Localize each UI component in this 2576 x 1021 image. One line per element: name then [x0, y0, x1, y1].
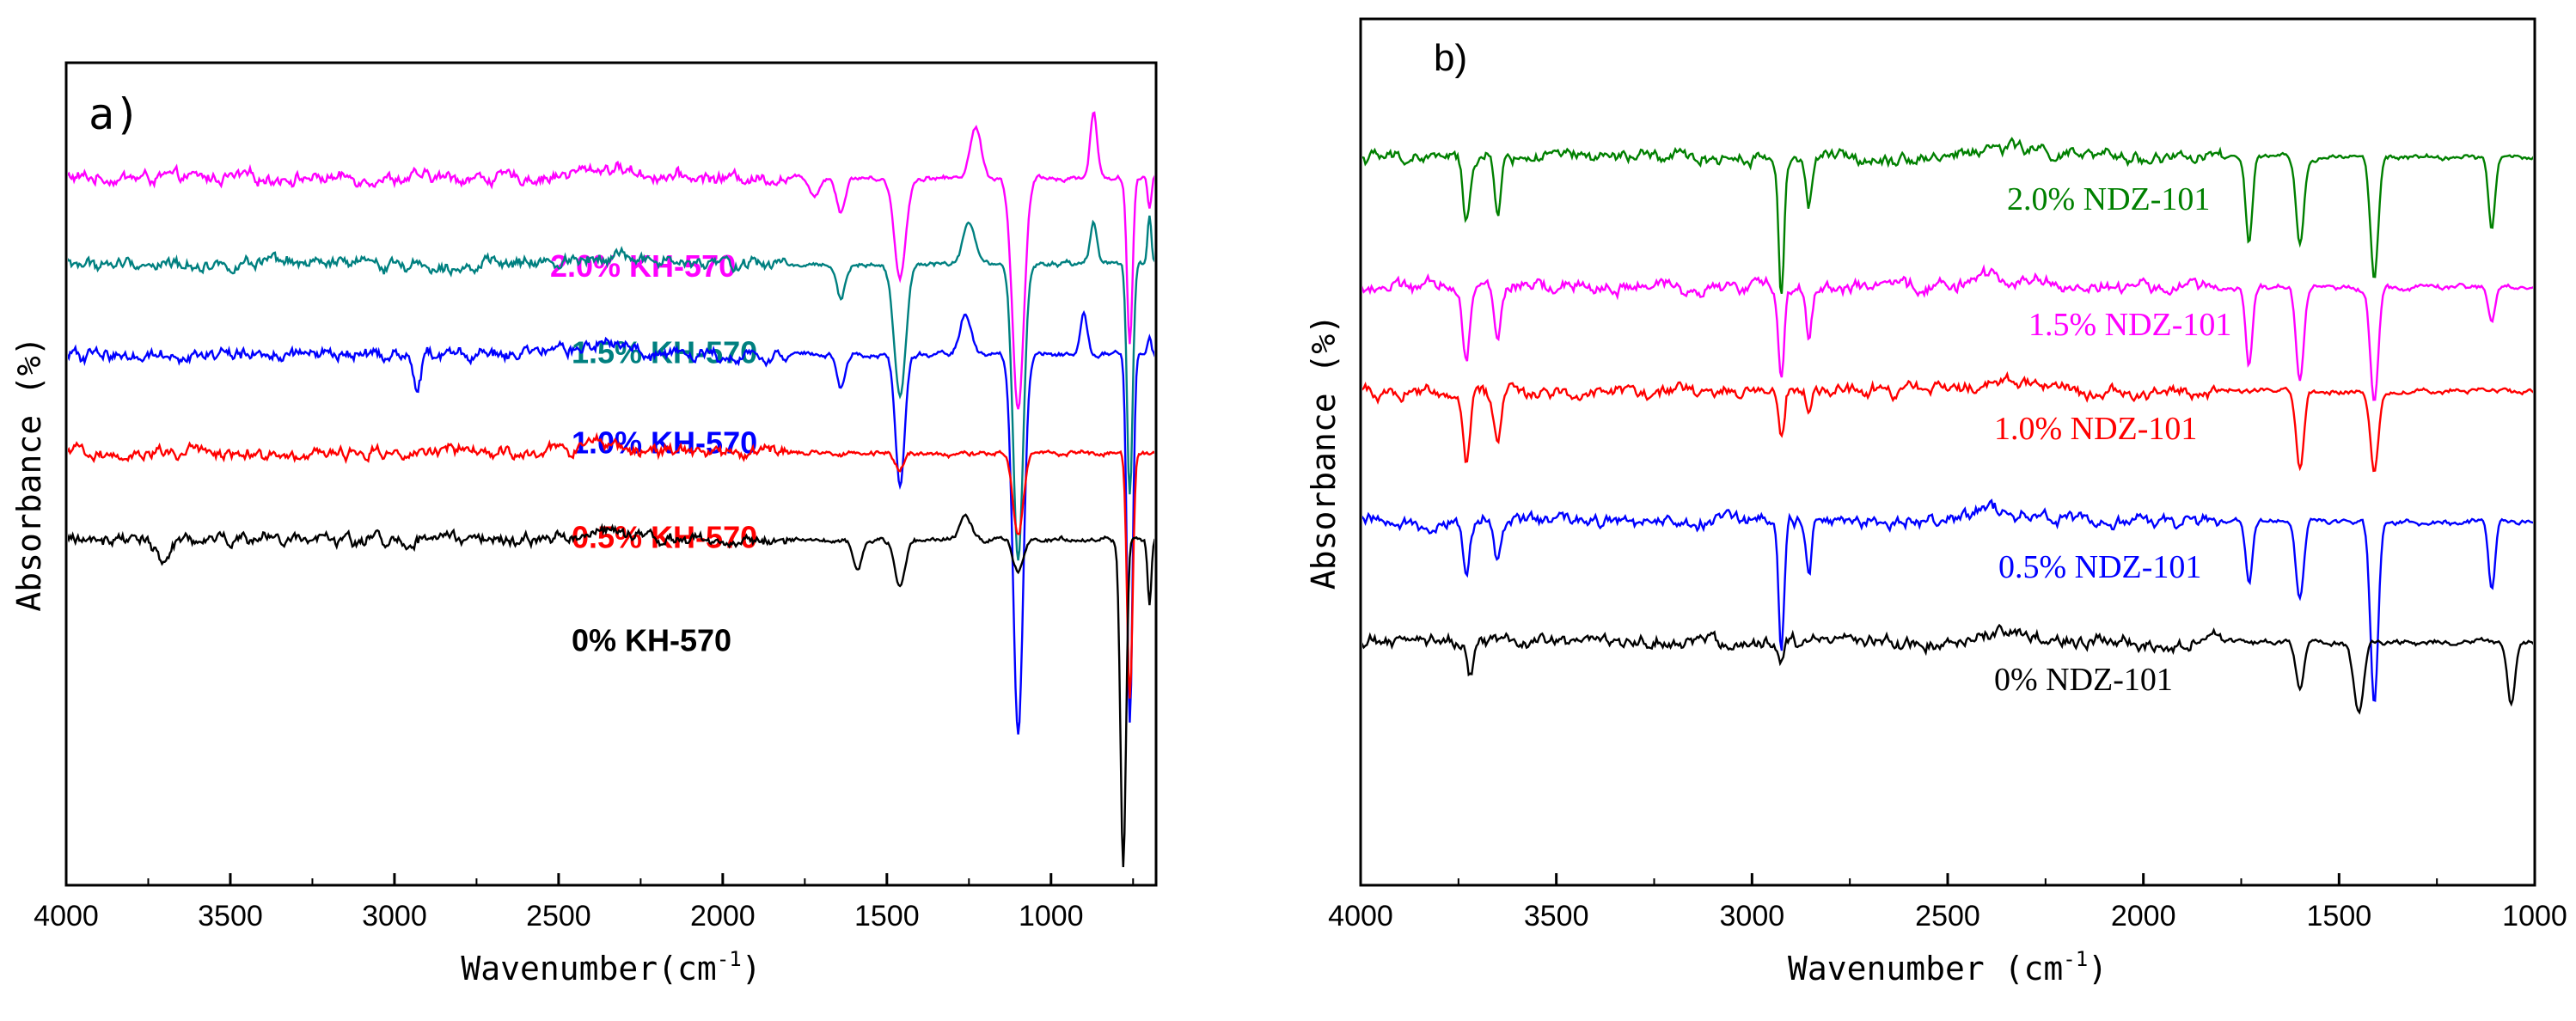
- series-line-1: [68, 111, 1154, 410]
- series-label-4: 0.5% KH-570: [572, 520, 757, 555]
- series-label-4: 0.5% NDZ-101: [1998, 549, 2201, 585]
- chart-panel-2: 4000 3500 3000 2500 2000 1500 1000 Wavenumber (…: [1305, 17, 2567, 987]
- series-line-3: [1362, 370, 2533, 473]
- x-axis-label-close: ): [2088, 950, 2108, 987]
- plot-frame: [64, 61, 1158, 887]
- x-tick-label: 1000: [1019, 900, 1084, 932]
- panel-label: a): [89, 89, 140, 139]
- panel-label: b): [1434, 37, 1467, 79]
- x-tick-label: 1500: [2307, 900, 2372, 932]
- x-tick-label: 4000: [34, 900, 99, 932]
- x-tick-label: 2000: [2111, 900, 2176, 932]
- x-tick-label: 4000: [1328, 900, 1393, 932]
- series-line-2: [68, 215, 1154, 561]
- y-axis-label: Absorbance (%): [10, 336, 48, 611]
- y-axis-label: Absorbance (%): [1305, 315, 1343, 590]
- series-label-1: 2.0% NDZ-101: [2007, 181, 2210, 217]
- series-line-3: [68, 309, 1154, 735]
- x-tick-label: 3500: [1524, 900, 1589, 932]
- series-line-1: [1362, 137, 2533, 294]
- x-axis-label-sup: -1: [717, 947, 742, 971]
- chart-panel-1: 4000 3500 3000 2500 2000 1500 1000 Wavenumber(c…: [10, 61, 1158, 987]
- plot-frame: [1359, 17, 2536, 887]
- series-label-1: 2.0% KH-570: [550, 248, 736, 284]
- series-line-4: [68, 431, 1154, 699]
- x-tick-label: 1500: [854, 900, 920, 932]
- x-tick-label: 2500: [526, 900, 591, 932]
- x-tick-label: 3000: [1720, 900, 1785, 932]
- series-label-3: 1.0% NDZ-101: [1994, 411, 2197, 447]
- x-tick-label: 3000: [362, 900, 427, 932]
- x-axis-label-text: Wavenumber (cm: [1788, 950, 2063, 987]
- x-tick-label: 2500: [1915, 900, 1980, 932]
- x-axis-label: Wavenumber(cm-1): [461, 947, 761, 987]
- x-tick-label: 1000: [2502, 900, 2567, 932]
- x-axis-label-sup: -1: [2063, 947, 2088, 971]
- x-axis-label-text: Wavenumber(cm: [461, 950, 716, 987]
- series-line-5: [68, 513, 1154, 867]
- series-line-2: [1362, 264, 2533, 401]
- x-tick-label: 2000: [690, 900, 756, 932]
- x-axis-label: Wavenumber (cm-1): [1788, 947, 2108, 987]
- series-label-5: 0% KH-570: [572, 622, 731, 657]
- series-label-5: 0% NDZ-101: [1994, 662, 2173, 698]
- series-line-5: [1362, 623, 2533, 715]
- series-line-4: [1362, 498, 2533, 702]
- series-label-2: 1.5% NDZ-101: [2028, 307, 2231, 343]
- x-axis-label-close: ): [742, 950, 762, 987]
- series-label-3: 1.0% KH-570: [572, 425, 757, 461]
- x-tick-label: 3500: [198, 900, 263, 932]
